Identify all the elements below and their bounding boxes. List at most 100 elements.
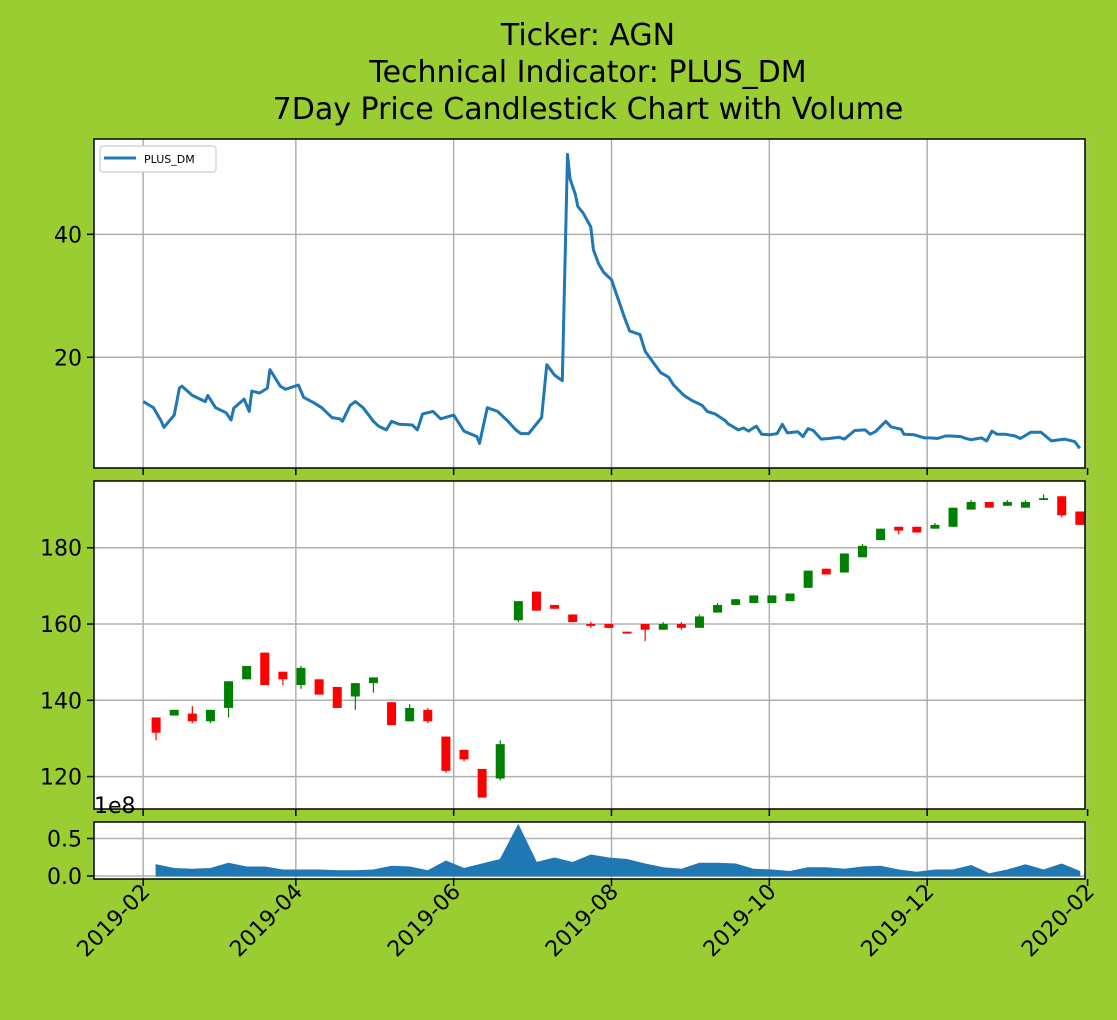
- volume-ytick-label: 0.0: [47, 865, 82, 890]
- x-tick-label: 2019-08: [541, 880, 624, 963]
- x-tick-label: 2019-02: [73, 880, 156, 963]
- candle-body: [930, 524, 940, 529]
- candle-body: [260, 652, 270, 686]
- candle: [948, 507, 958, 527]
- candle-body: [676, 624, 686, 628]
- legend-box: [99, 145, 217, 173]
- candle-body: [1020, 501, 1030, 508]
- chart-panels: 20 40 PLUS_DM 120 140 160 180 0.0 0.5 1e8 2019-02 2…: [40, 138, 1100, 963]
- candle-body: [169, 709, 179, 716]
- candle-body: [731, 599, 741, 605]
- candle-body: [187, 713, 197, 722]
- x-tick-label: 2019-12: [857, 880, 940, 963]
- candle: [894, 526, 904, 535]
- candle-body: [1075, 511, 1085, 525]
- candle: [622, 631, 632, 634]
- candle: [713, 603, 723, 613]
- candle: [242, 665, 252, 680]
- legend: PLUS_DM: [99, 145, 217, 173]
- candle-body: [405, 707, 415, 722]
- candle-body: [785, 593, 795, 602]
- candle-body: [278, 671, 288, 680]
- x-tick-label: 2019-10: [699, 880, 782, 963]
- candle: [912, 526, 922, 533]
- candle: [314, 679, 324, 695]
- candle-body: [459, 749, 469, 760]
- candle-body: [1002, 501, 1012, 506]
- candle-body: [314, 679, 324, 695]
- candle-body: [821, 568, 831, 575]
- candle: [694, 614, 704, 628]
- candle: [785, 593, 795, 602]
- indicator-panel: 20 40 PLUS_DM: [54, 138, 1089, 475]
- candle: [169, 709, 179, 716]
- candle-body: [205, 709, 215, 722]
- candle-body: [477, 768, 487, 798]
- candle: [423, 707, 433, 724]
- candle: [1039, 494, 1049, 501]
- x-tick-label: 2019-06: [383, 880, 466, 963]
- candle: [151, 717, 161, 741]
- candle: [1057, 496, 1067, 518]
- candle: [876, 528, 886, 541]
- x-tick-label: 2019-04: [225, 880, 308, 963]
- candle-body: [531, 591, 541, 611]
- candle: [767, 595, 777, 604]
- candle-body: [332, 686, 342, 708]
- candle-body: [550, 604, 560, 609]
- candle-body: [296, 667, 306, 686]
- candle: [405, 704, 415, 722]
- candle: [459, 749, 469, 762]
- volume-frame: [93, 821, 1086, 880]
- candle: [441, 736, 451, 773]
- legend-label: PLUS_DM: [144, 153, 195, 166]
- candle-body: [586, 624, 596, 626]
- plus-dm-line: [142, 152, 1081, 450]
- candle: [350, 683, 360, 710]
- candle: [332, 686, 342, 708]
- candle-body: [658, 624, 668, 630]
- indicator-ytick-label: 40: [54, 223, 82, 248]
- candle: [658, 622, 668, 630]
- candle-body: [224, 681, 234, 708]
- candle: [495, 740, 505, 781]
- candle-body: [495, 744, 505, 779]
- candle-body: [513, 601, 523, 621]
- candle-body: [423, 709, 433, 722]
- candle: [568, 614, 578, 623]
- candle-body: [1057, 496, 1067, 516]
- candle: [1002, 500, 1012, 506]
- volume-offset-text: 1e8: [94, 794, 136, 819]
- candle-body: [713, 604, 723, 613]
- chart-title-line-3: 7Day Price Candlestick Chart with Volume: [273, 92, 904, 127]
- candle: [296, 665, 306, 689]
- candle: [857, 543, 867, 558]
- candle-body: [984, 501, 994, 508]
- candle-body: [350, 683, 360, 697]
- candle-body: [948, 507, 958, 527]
- chart-title-line-2: Technical Indicator: PLUS_DM: [368, 55, 806, 90]
- candle: [586, 622, 596, 628]
- volume-area: [155, 823, 1081, 877]
- price-ytick-label: 160: [40, 613, 82, 638]
- candle: [224, 681, 234, 718]
- candle: [387, 702, 397, 726]
- candle-body: [767, 595, 777, 604]
- candle-body: [640, 624, 650, 630]
- candle-body: [151, 717, 161, 733]
- indicator-grid: [94, 139, 1089, 468]
- candle: [821, 568, 831, 575]
- candle-body: [857, 545, 867, 558]
- candle: [749, 595, 759, 604]
- candle: [604, 624, 614, 628]
- price-ytick-label: 180: [40, 537, 82, 562]
- candle: [966, 500, 976, 510]
- candle: [477, 768, 487, 798]
- candle: [640, 624, 650, 642]
- indicator-ytick-label: 20: [54, 346, 82, 371]
- candle-body: [1039, 498, 1049, 501]
- price-frame: [93, 480, 1086, 810]
- candle: [676, 622, 686, 630]
- candle: [368, 677, 378, 693]
